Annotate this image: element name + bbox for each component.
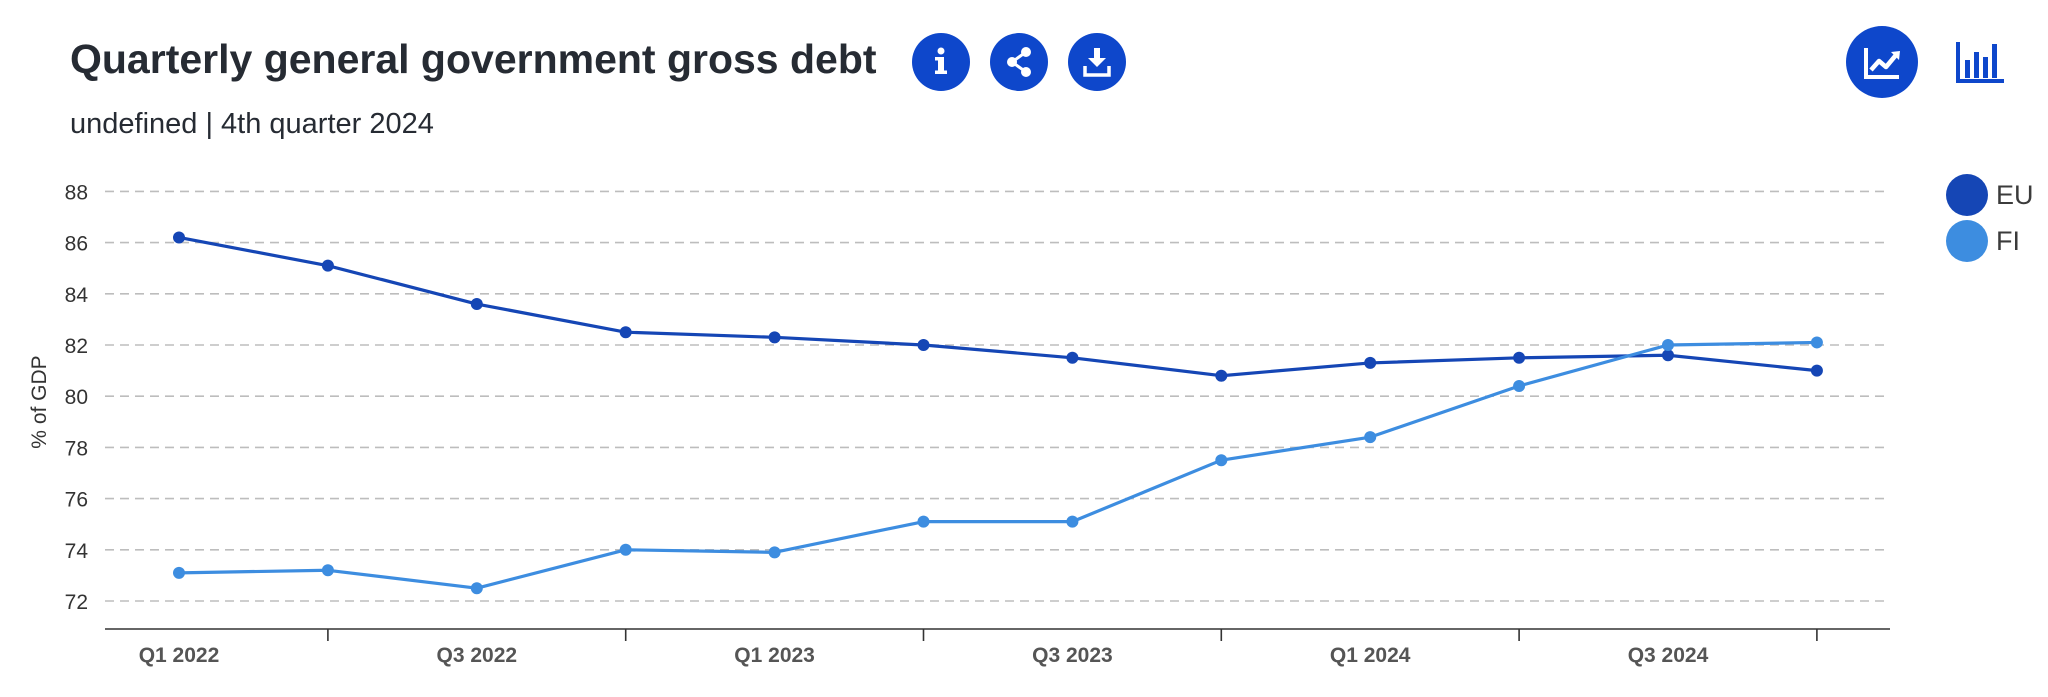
data-point-fi — [1662, 339, 1674, 351]
line-chart-button[interactable] — [1846, 26, 1918, 98]
series-line-eu — [178, 235, 1818, 378]
data-point-fi — [1364, 431, 1377, 444]
chart-subtitle: undefined | 4th quarter 2024 — [70, 108, 434, 140]
bar-chart-button[interactable] — [1955, 38, 2007, 86]
y-tick-label: 78 — [65, 437, 88, 460]
y-tick-label: 76 — [65, 489, 88, 512]
data-point-fi — [173, 566, 185, 579]
data-point-fi — [1066, 515, 1079, 528]
chart-legend: EU FI — [1946, 172, 2034, 264]
data-point-fi — [1215, 454, 1228, 467]
data-point-fi — [768, 546, 781, 559]
data-point-eu — [1215, 369, 1228, 382]
share-button[interactable] — [990, 33, 1048, 91]
data-point-fi — [321, 564, 334, 577]
x-tick-label: Q3 2022 — [437, 644, 518, 667]
data-point-eu — [173, 231, 185, 244]
bar-chart-icon — [1956, 42, 2004, 83]
y-tick-label: 80 — [65, 386, 88, 409]
x-tick-label: Q1 2023 — [734, 644, 815, 667]
legend-item-eu[interactable]: EU — [1946, 172, 2034, 218]
data-point-eu — [768, 331, 781, 344]
y-tick-label: 84 — [65, 284, 89, 307]
data-point-eu — [1364, 356, 1377, 369]
data-point-fi — [1810, 336, 1823, 349]
data-point-fi — [619, 543, 632, 556]
series-line-fi — [178, 340, 1817, 590]
y-tick-label: 82 — [65, 335, 88, 358]
line-chart-icon — [1864, 48, 1900, 79]
legend-label-eu: EU — [1996, 179, 2034, 210]
download-button[interactable] — [1068, 33, 1126, 91]
x-tick-label: Q1 2024 — [1330, 644, 1411, 667]
data-point-eu — [1662, 349, 1674, 362]
legend-item-fi[interactable]: FI — [1946, 218, 2034, 264]
x-tick-label: Q1 2022 — [139, 644, 220, 667]
info-button[interactable] — [912, 33, 970, 91]
y-tick-label: 72 — [65, 591, 88, 614]
legend-label-fi: FI — [1996, 225, 2020, 256]
y-axis-title: % of GDP — [28, 355, 51, 448]
data-point-fi — [917, 515, 930, 528]
data-point-eu — [1513, 351, 1526, 364]
data-point-eu — [917, 339, 930, 351]
data-point-eu — [470, 298, 483, 311]
info-icon — [935, 47, 947, 74]
legend-swatch-fi — [1946, 220, 1988, 262]
y-tick-label: 74 — [65, 540, 89, 563]
data-point-fi — [470, 582, 483, 595]
y-tick-label: 88 — [65, 181, 88, 204]
data-point-eu — [619, 326, 632, 339]
data-point-eu — [1066, 351, 1079, 364]
chart-title: Quarterly general government gross debt — [70, 36, 877, 82]
y-tick-label: 86 — [65, 233, 88, 256]
x-tick-label: Q3 2024 — [1628, 644, 1709, 667]
share-icon — [1007, 47, 1031, 77]
download-icon — [1083, 48, 1111, 77]
data-point-eu — [321, 259, 334, 272]
data-point-fi — [1513, 379, 1526, 392]
x-tick-label: Q3 2023 — [1032, 644, 1113, 667]
legend-swatch-eu — [1946, 174, 1988, 216]
data-point-eu — [1810, 364, 1823, 377]
